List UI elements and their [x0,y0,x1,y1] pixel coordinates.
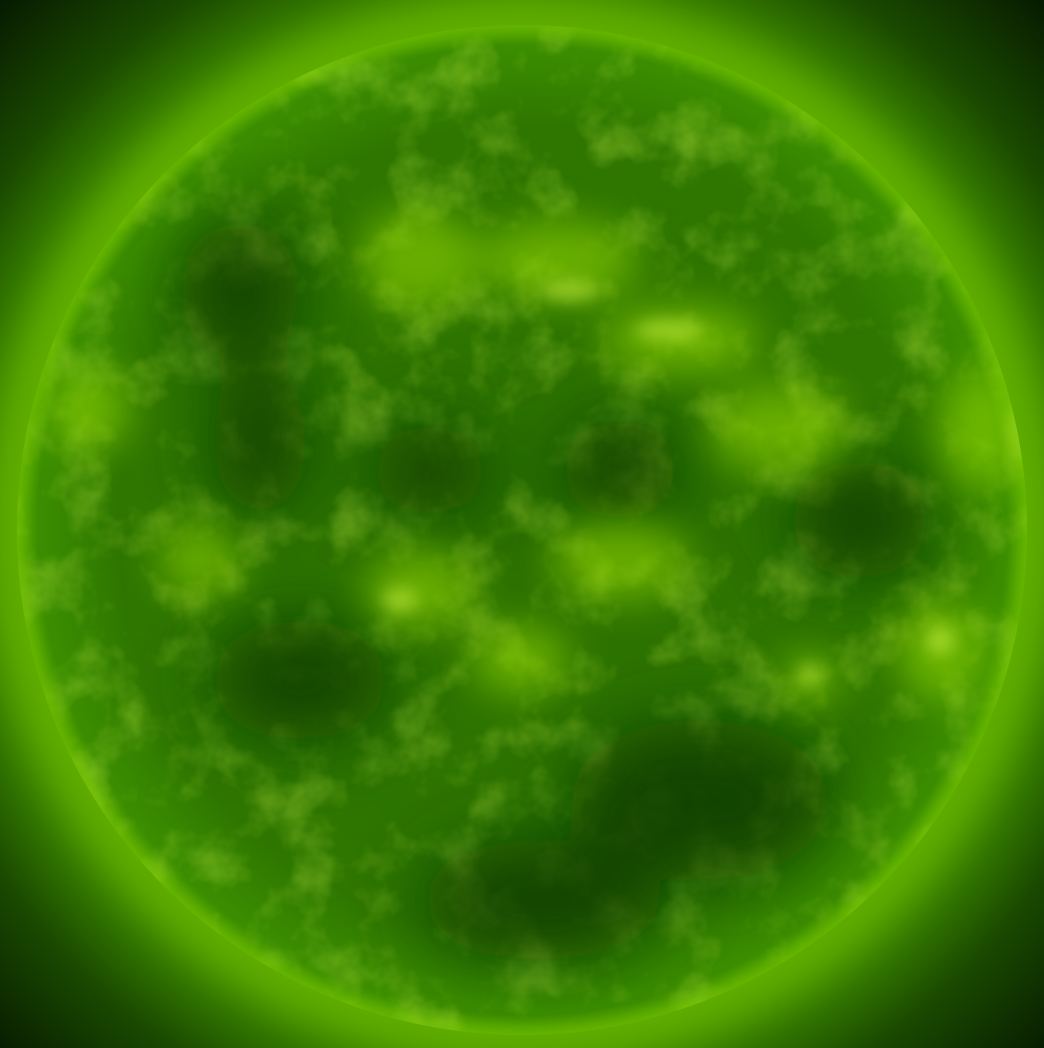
coronal-holes [180,220,930,960]
solar-disk [17,25,1027,1035]
